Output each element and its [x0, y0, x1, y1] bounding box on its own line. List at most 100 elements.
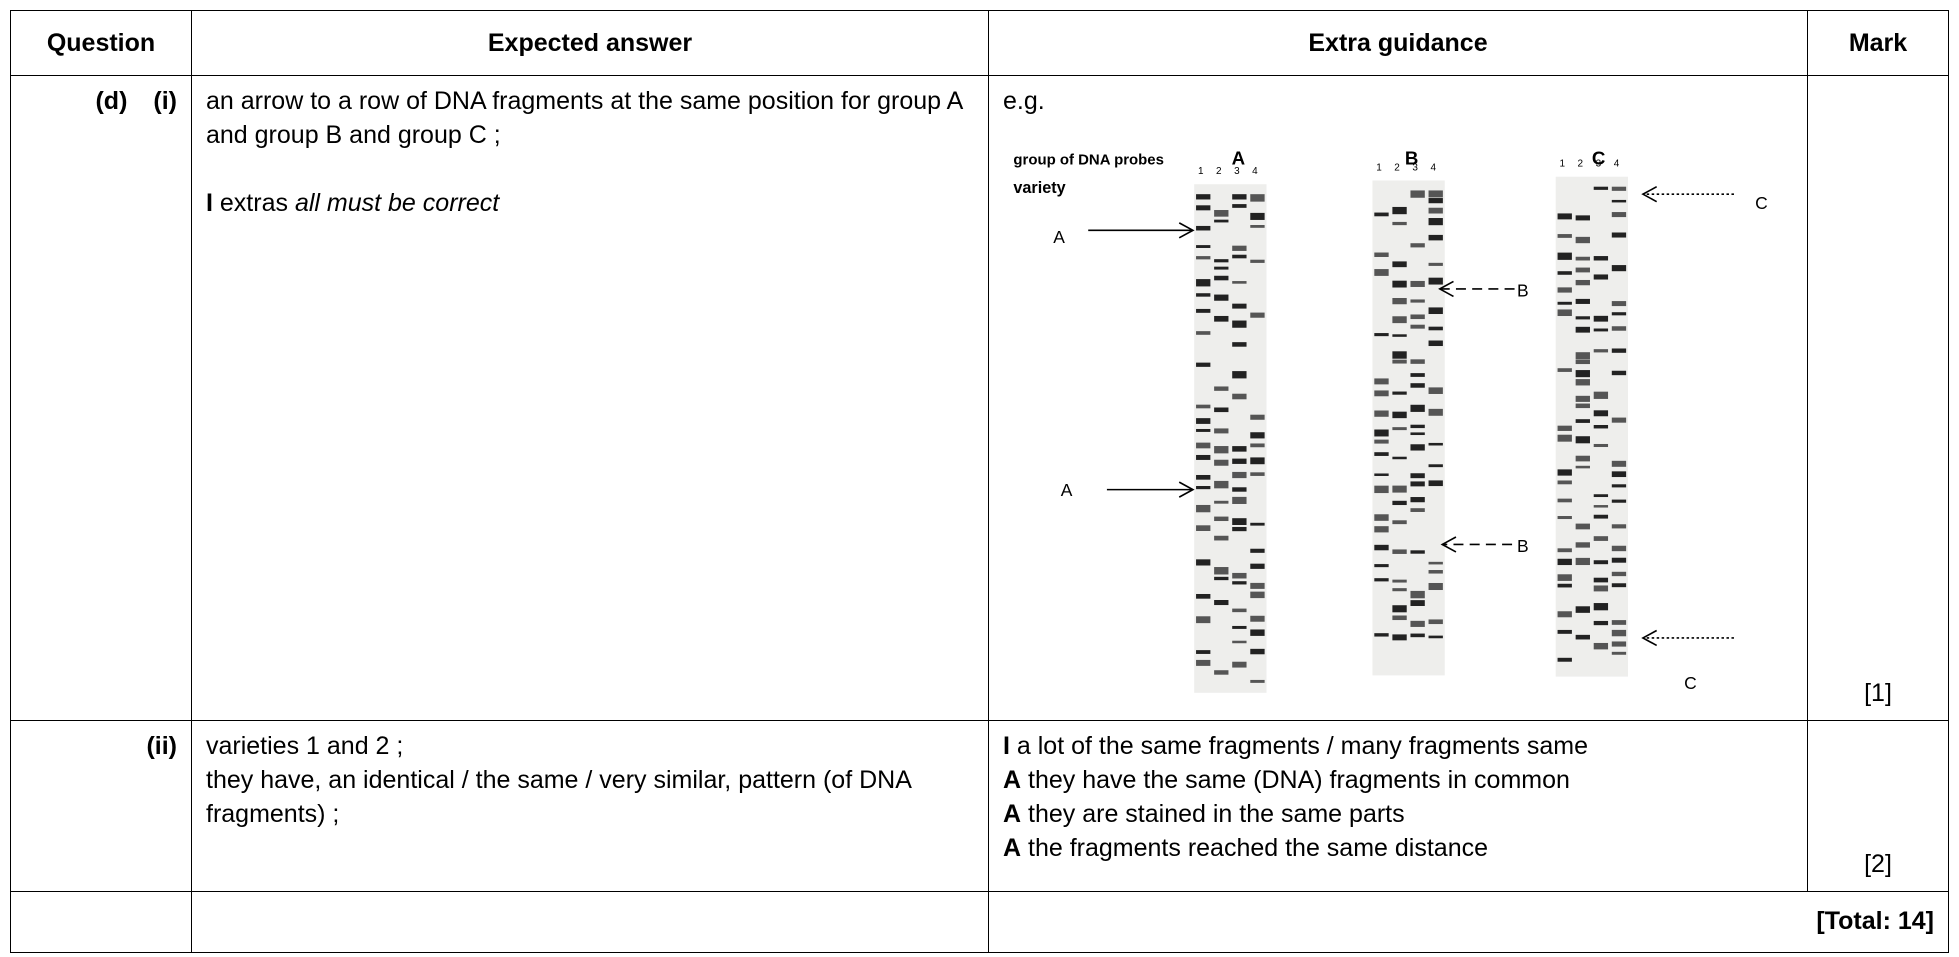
gel-band: [1410, 325, 1424, 329]
line-text: the fragments reached the same distance: [1028, 834, 1488, 862]
subpart: (ii): [146, 732, 177, 760]
gel-band: [1410, 299, 1424, 302]
line-text: they have the same (DNA) fragments in co…: [1028, 766, 1570, 794]
gel-band: [1558, 480, 1572, 484]
gel-band: [1392, 486, 1406, 493]
question-cell: (ii): [10, 720, 192, 892]
gel-band: [1374, 269, 1388, 276]
gel-band: [1558, 435, 1572, 442]
gel-band: [1392, 634, 1406, 640]
gel-band: [1429, 341, 1443, 347]
gel-band: [1232, 342, 1246, 347]
gel-band: [1214, 428, 1228, 433]
gel-band: [1232, 518, 1246, 525]
gel-band: [1392, 520, 1406, 524]
gel-band: [1558, 234, 1572, 238]
gel-band: [1196, 525, 1210, 531]
lane-number: 1: [1198, 166, 1204, 177]
gel-band: [1196, 194, 1210, 199]
part: (d): [95, 87, 127, 115]
gel-band: [1576, 404, 1590, 409]
gel-band: [1392, 549, 1406, 554]
gel-band: [1594, 560, 1608, 564]
gel-band: [1558, 309, 1572, 316]
gel-band: [1214, 386, 1228, 390]
gel-band: [1612, 620, 1626, 625]
gel-band: [1392, 261, 1406, 267]
answer-line: varieties 1 and 2 ;: [206, 729, 974, 763]
gel-band: [1576, 524, 1590, 530]
gel-band: [1612, 630, 1626, 636]
guidance-line: A they are stained in the same parts: [1003, 797, 1793, 831]
gel-band: [1612, 200, 1626, 203]
gel-band: [1576, 542, 1590, 547]
gel-band: [1612, 371, 1626, 375]
gel-band: [1250, 549, 1264, 553]
gel-band: [1196, 486, 1210, 489]
gel-band: [1232, 281, 1246, 284]
gel-band: [1214, 517, 1228, 521]
header-cell: Extra guidance: [988, 10, 1808, 76]
header-cell: Expected answer: [191, 10, 989, 76]
gel-band: [1196, 331, 1210, 335]
gel-band: [1196, 455, 1210, 460]
gel-band: [1429, 327, 1443, 331]
gel-band: [1410, 405, 1424, 412]
gel-band: [1410, 591, 1424, 598]
gel-band: [1429, 278, 1443, 285]
gel-band: [1232, 246, 1246, 251]
gel-band: [1392, 457, 1406, 460]
gel-band: [1576, 558, 1590, 565]
gel-band: [1429, 190, 1443, 197]
gel-band: [1196, 418, 1210, 424]
lane-number: 3: [1412, 162, 1418, 173]
gel-band: [1250, 194, 1264, 201]
line-text: they are stained in the same parts: [1028, 800, 1405, 828]
gel-band: [1232, 527, 1246, 531]
answer-text: an arrow to a row of DNA fragments at th…: [206, 84, 974, 152]
gel-band: [1576, 456, 1590, 462]
question-cell: (d) (i): [10, 75, 192, 721]
gel-band: [1429, 480, 1443, 486]
gel-band: [1392, 392, 1406, 395]
gel-band: [1392, 222, 1406, 225]
gel-band: [1576, 327, 1590, 333]
gel-band: [1612, 418, 1626, 423]
gel-band: [1214, 670, 1228, 674]
gel-band: [1196, 594, 1210, 599]
gel-band: [1576, 237, 1590, 243]
gel-band: [1576, 280, 1590, 285]
gel-band: [1410, 497, 1424, 502]
gel-band: [1250, 313, 1264, 318]
gel-band: [1612, 652, 1626, 655]
gel-band: [1232, 459, 1246, 464]
gel-band: [1232, 194, 1246, 199]
arrow-label: B: [1517, 280, 1529, 300]
gel-band: [1196, 429, 1210, 432]
gel-band: [1558, 658, 1572, 662]
gel-band: [1558, 548, 1572, 552]
gel-band: [1232, 662, 1246, 668]
gel-band: [1576, 316, 1590, 319]
lane-number: 2: [1394, 162, 1400, 173]
gel-band: [1429, 235, 1443, 240]
gel-band: [1374, 473, 1388, 476]
gel-band: [1374, 578, 1388, 581]
line-prefix: A: [1003, 834, 1021, 862]
gel-band: [1558, 499, 1572, 503]
gel-band: [1429, 198, 1443, 203]
gel-band: [1576, 299, 1590, 304]
gel-band: [1250, 523, 1264, 526]
gel-band: [1594, 256, 1608, 260]
gel-band: [1612, 301, 1626, 306]
gel-band: [1250, 225, 1264, 228]
note-text: extras: [220, 189, 288, 217]
subpart: (i): [153, 87, 177, 115]
gel-band: [1429, 583, 1443, 590]
gel-band: [1232, 641, 1246, 644]
gel-band: [1558, 271, 1572, 275]
gel-band: [1232, 487, 1246, 491]
gel-band: [1374, 430, 1388, 437]
answer-line: they have, an identical / the same / ver…: [206, 763, 974, 831]
gel-band: [1612, 461, 1626, 467]
